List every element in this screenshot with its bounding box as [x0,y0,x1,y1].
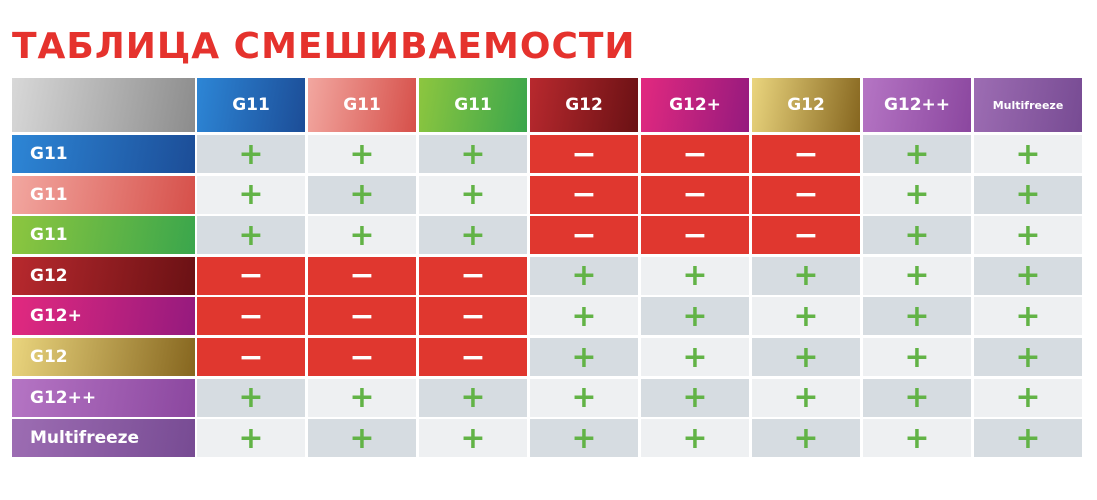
cell-symbol: + [641,338,749,376]
cell-symbol: + [197,175,305,214]
cell-symbol: + [752,378,860,417]
cell-symbol: − [197,338,305,376]
column-header: G12+ [641,78,749,132]
row-header: G12++ [12,378,195,417]
column-header: G12 [530,78,638,132]
cell-symbol: + [974,338,1082,376]
cell-symbol: + [308,378,416,417]
title: ТАБЛИЦА СМЕШИВАЕМОСТИ [12,26,636,67]
cell-symbol: − [197,256,305,295]
corner-cell [12,78,195,132]
cell-symbol: + [974,175,1082,214]
cell-symbol: − [530,135,638,173]
cell-symbol: − [641,175,749,214]
cell-symbol: + [197,216,305,255]
cell-symbol: − [419,338,527,376]
cell-symbol: − [308,256,416,295]
cell-symbol: + [308,135,416,173]
row-header: G11 [12,216,195,255]
row-header: Multifreeze [12,419,195,458]
cell-symbol: − [752,135,860,173]
row-header: G11 [12,135,195,173]
cell-symbol: + [752,338,860,376]
cell-symbol: + [863,135,971,173]
cell-symbol: + [308,419,416,458]
cell-symbol: − [530,216,638,255]
cell-symbol: + [974,297,1082,336]
cell-symbol: + [974,419,1082,458]
cell-symbol: + [863,256,971,295]
cell-symbol: + [530,338,638,376]
column-header: Multifreeze [974,78,1082,132]
column-header: G12++ [863,78,971,132]
cell-symbol: − [641,216,749,255]
cell-symbol: + [974,378,1082,417]
column-header: G11 [419,78,527,132]
cell-symbol: + [419,216,527,255]
cell-symbol: + [530,419,638,458]
cell-symbol: − [641,135,749,173]
cell-symbol: + [863,419,971,458]
cell-symbol: + [530,297,638,336]
column-header: G11 [197,78,305,132]
column-header: G12 [752,78,860,132]
cell-symbol: + [641,378,749,417]
cell-symbol: + [641,297,749,336]
cell-symbol: + [641,256,749,295]
cell-symbol: + [419,135,527,173]
row-header: G12 [12,338,195,376]
cell-symbol: + [530,378,638,417]
cell-symbol: + [863,216,971,255]
cell-symbol: + [752,297,860,336]
cell-symbol: + [863,338,971,376]
cell-symbol: + [197,419,305,458]
cell-symbol: − [752,175,860,214]
cell-symbol: + [863,297,971,336]
cell-symbol: + [974,256,1082,295]
cell-symbol: − [419,297,527,336]
cell-symbol: − [752,216,860,255]
cell-symbol: + [419,378,527,417]
cell-symbol: + [197,378,305,417]
cell-symbol: + [530,256,638,295]
cell-symbol: − [419,256,527,295]
cell-symbol: + [974,216,1082,255]
cell-symbol: + [974,135,1082,173]
cell-symbol: + [419,175,527,214]
cell-symbol: + [863,175,971,214]
cell-symbol: − [530,175,638,214]
cell-symbol: − [197,297,305,336]
cell-symbol: − [308,297,416,336]
cell-symbol: + [308,216,416,255]
cell-symbol: + [752,256,860,295]
cell-symbol: + [863,378,971,417]
cell-symbol: + [641,419,749,458]
cell-symbol: + [197,135,305,173]
cell-symbol: − [308,338,416,376]
cell-symbol: + [752,419,860,458]
column-header: G11 [308,78,416,132]
row-header: G11 [12,175,195,214]
cell-symbol: + [308,175,416,214]
cell-symbol: + [419,419,527,458]
row-header: G12+ [12,297,195,336]
row-header: G12 [12,256,195,295]
